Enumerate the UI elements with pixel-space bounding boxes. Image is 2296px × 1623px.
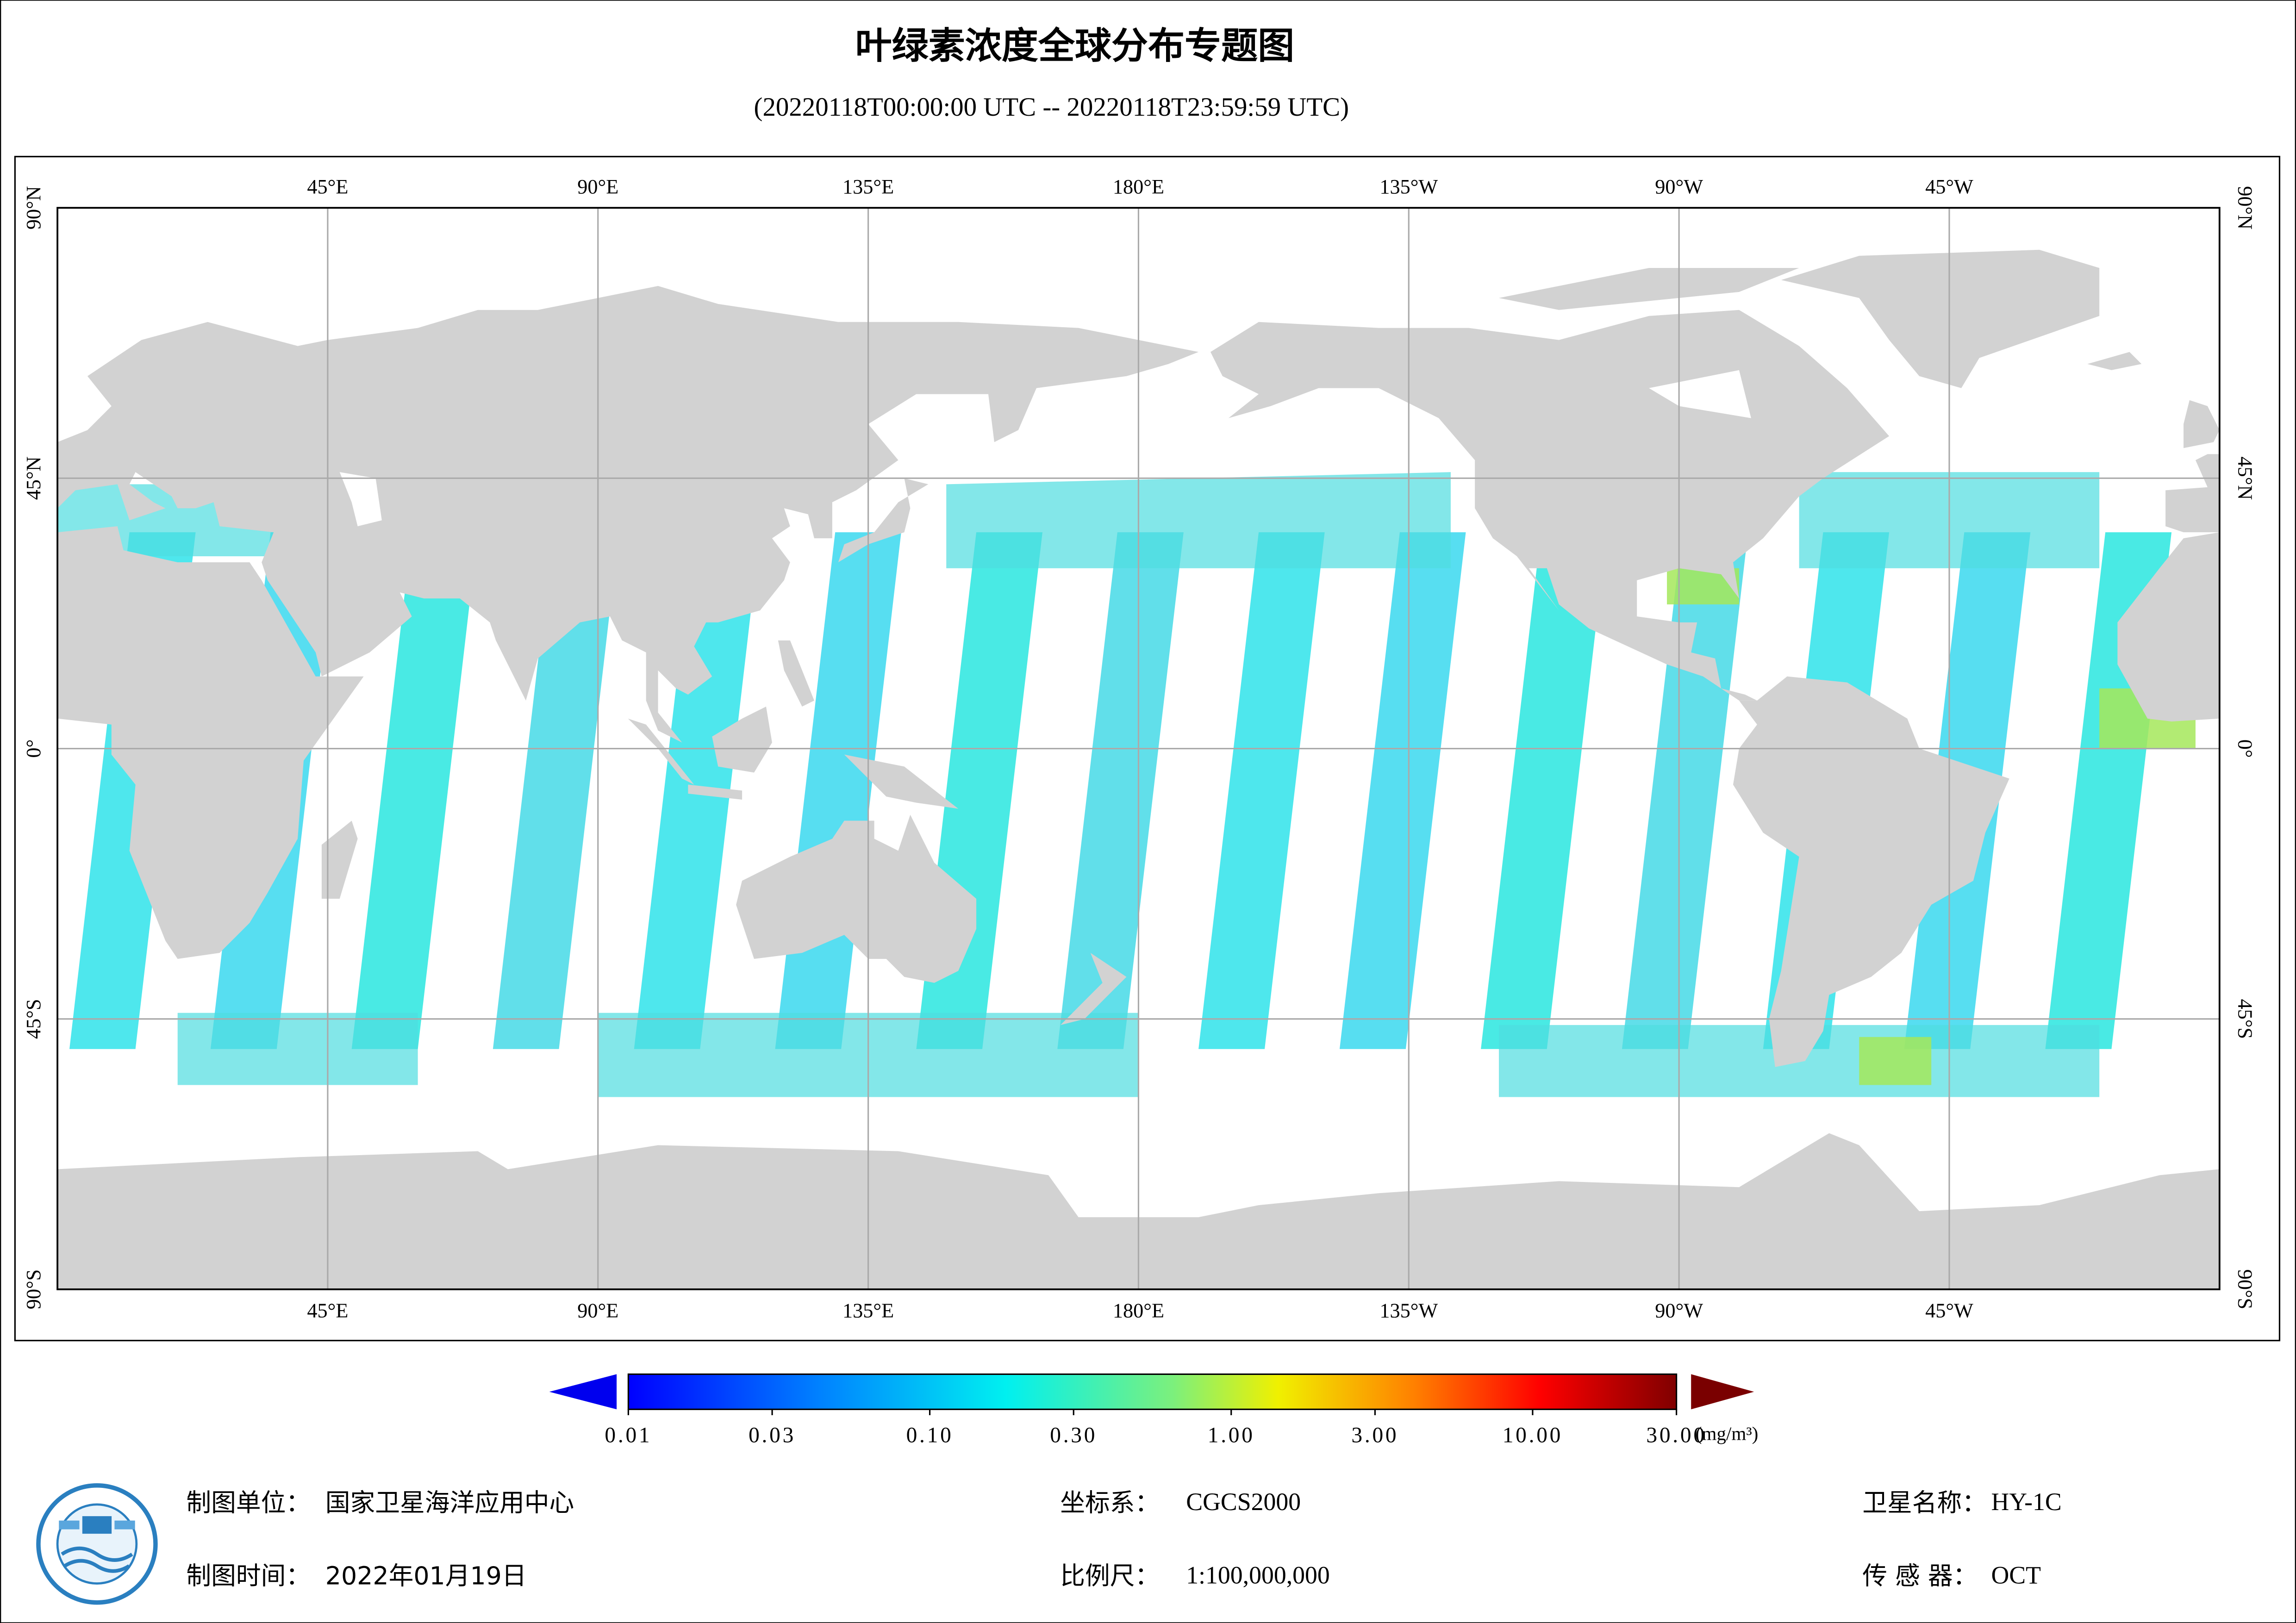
lat-label-right: 45°N [2234,456,2256,500]
logo-panel [114,1520,135,1530]
map-frame [56,207,2221,1290]
landmass [838,478,929,562]
lon-label-bottom: 45°W [1925,1300,1973,1322]
lat-label-right: 0° [2234,740,2256,758]
footer-label: 比例尺： [1060,1561,1160,1591]
subtitle: (20220118T00:00:00 UTC -- 20220118T23:59… [754,93,1349,122]
footer-label: 制图单位： [186,1488,311,1517]
lat-label-left: 45°S [22,999,45,1039]
lon-label-top: 135°W [1379,175,1438,198]
lat-label-right: 90°N [2234,186,2256,230]
colorbar-tick-label: 30.00 [1646,1423,1706,1447]
lat-label-right: 90°S [2234,1269,2256,1310]
colorbar-tick-label: 0.03 [749,1423,796,1447]
landmass [712,706,772,773]
landmass [1060,952,1127,1025]
lon-label-top: 180°E [1113,175,1164,198]
lon-label-top: 45°E [307,175,348,198]
lon-label-bottom: 135°W [1379,1300,1438,1322]
swath [493,532,619,1049]
lon-label-bottom: 90°E [577,1300,618,1322]
logo-panel [59,1520,80,1530]
landmass [2117,532,2220,722]
colorbar-tick-label: 0.01 [605,1423,652,1447]
swath [1622,532,1748,1049]
lon-label-bottom: 45°E [307,1300,348,1322]
swath [1339,532,1466,1049]
map-outer-frame [14,155,2281,1342]
landmass [688,784,742,800]
landmass [778,640,814,707]
lon-label-bottom: 180°E [1113,1300,1164,1322]
landmass [2184,400,2220,448]
swath [1198,532,1325,1049]
map [57,208,2220,1289]
colorbar-tick-label: 1.00 [1208,1423,1255,1447]
footer-value: 国家卫星海洋应用中心 [325,1488,574,1517]
swath [351,532,478,1049]
hudson-bay [1649,370,1751,418]
lon-label-bottom: 135°E [842,1300,894,1322]
colorbar-tick-label: 0.30 [1050,1423,1097,1447]
footer-value: 1:100,000,000 [1186,1561,1330,1589]
colorbar [627,1373,1678,1410]
colorbar-ticks: 0.01 0.03 0.10 0.30 1.00 3.00 10.00 30.00(mg/m³… [605,1409,1758,1447]
lon-label-top: 90°W [1655,175,1703,198]
colorbar-tick-label: 0.10 [906,1423,954,1447]
landmass [1499,268,1799,310]
colorbar-low-arrow [549,1374,617,1410]
lon-label-top: 45°W [1925,175,1973,198]
logo-satellite [82,1516,112,1534]
lat-label-left: 0° [22,740,45,758]
landmass [2165,454,2220,533]
lat-label-right: 45°S [2234,999,2256,1039]
logo-waves [61,1546,133,1573]
footer-label: 坐标系： [1060,1488,1160,1517]
landmass [736,815,977,983]
footer-label: 传 感 器： [1862,1561,1978,1591]
landmass [2087,352,2142,370]
colorbar-tick-label: 10.00 [1503,1423,1563,1447]
colorbar-tick-label: 3.00 [1351,1423,1398,1447]
lon-label-top: 90°E [577,175,618,198]
swath [1481,532,1607,1049]
landmass [57,526,364,959]
graticule [57,208,2220,1289]
footer-value: OCT [1991,1561,2041,1589]
lat-label-left: 90°S [22,1269,45,1310]
caspian-sea [339,472,382,527]
landmass [1781,249,2100,388]
lon-label-bottom: 90°W [1655,1300,1703,1322]
landmass [57,286,1199,743]
lat-label-left: 45°N [22,456,45,500]
graticule-labels: 45°E 45°E 90°E 90°E 135°E 135°E 180°E 180°E 135°… [22,175,2256,1322]
swath [1057,532,1184,1049]
footer-label: 卫星名称： [1862,1488,1987,1517]
landmass [844,754,959,809]
swath-patch [946,472,1451,568]
swath-patch [1667,568,1739,605]
title: 叶绿素浓度全球分布专题图 [855,25,1295,67]
footer-value: CGCS2000 [1186,1488,1301,1516]
landmass [1733,676,2009,1067]
footer-label: 制图时间： [186,1561,311,1591]
landmass [628,718,694,785]
footer-value: HY-1C [1991,1488,2061,1516]
lon-label-top: 135°E [842,175,894,198]
swath-patch [1859,1037,1932,1085]
logo [36,1483,158,1605]
lat-label-left: 90°N [22,186,45,230]
colorbar-unit: (mg/m³) [1696,1423,1759,1445]
swath-patch [177,1013,418,1085]
footer-value: 2022年01月19日 [325,1561,527,1591]
colorbar-high-arrow [1691,1374,1754,1410]
landmass [321,821,358,899]
